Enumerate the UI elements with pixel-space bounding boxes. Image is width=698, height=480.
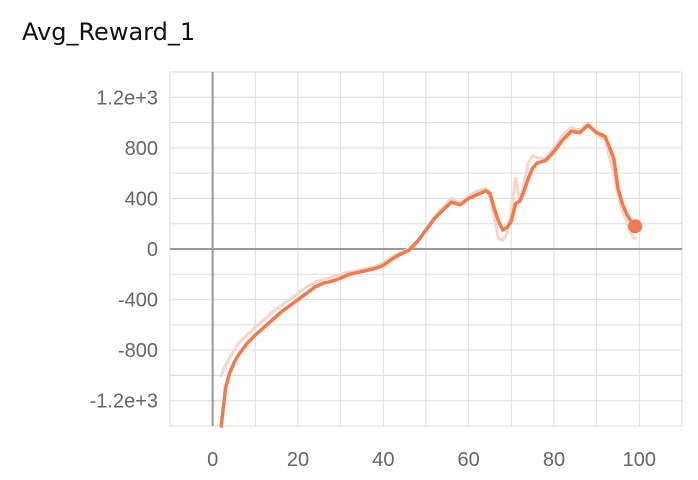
x-tick-label: 80 (543, 449, 565, 471)
smoothed-series-line (219, 123, 637, 428)
x-tick-label: 0 (207, 449, 218, 471)
raw-series-line (219, 122, 637, 377)
x-tick-label: 40 (372, 449, 394, 471)
x-tick-label: 100 (623, 449, 656, 471)
x-tick-label: 60 (458, 449, 480, 471)
y-tick-label: 1.2e+3 (96, 87, 158, 109)
y-tick-label: 800 (125, 138, 158, 160)
x-tick-label: 20 (287, 449, 309, 471)
y-tick-label: -800 (118, 340, 158, 362)
y-tick-label: 400 (125, 188, 158, 210)
series-lines (219, 122, 643, 428)
y-tick-label: -400 (118, 290, 158, 312)
end-point-marker (628, 219, 643, 234)
y-tick-label: -1.2e+3 (90, 391, 158, 413)
tick-labels: 1.2e+3 800 400 0 -400 -800 -1.2e+3 0 20 40 60 80 100 (90, 87, 656, 471)
y-tick-label: 0 (147, 239, 158, 261)
zero-axes (170, 72, 682, 426)
chart-title: Avg_Reward_1 (22, 18, 196, 46)
